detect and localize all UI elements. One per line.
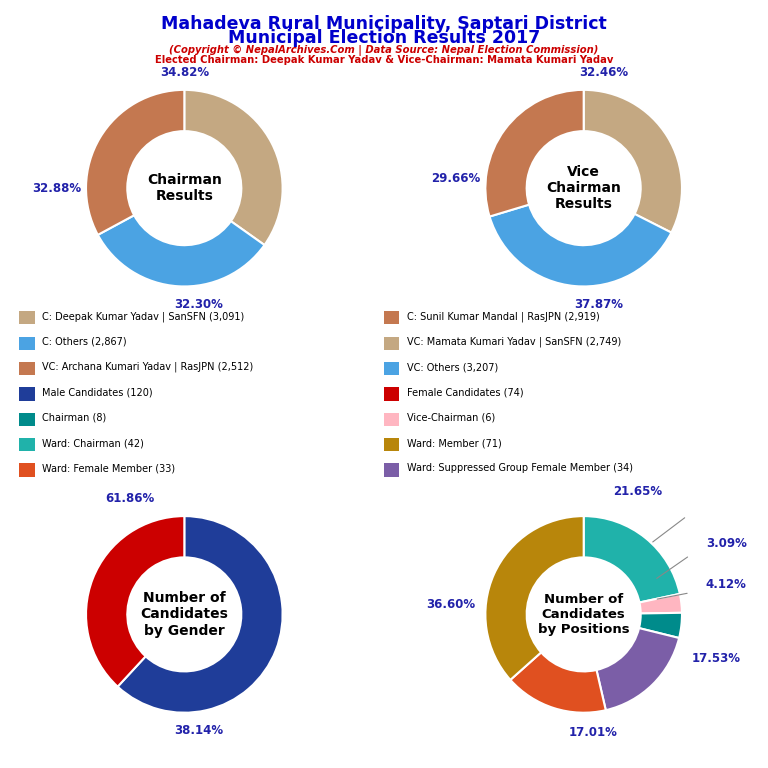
Text: C: Others (2,867): C: Others (2,867)	[42, 336, 127, 347]
Text: Number of
Candidates
by Positions: Number of Candidates by Positions	[538, 593, 630, 636]
Text: Ward: Member (71): Ward: Member (71)	[407, 438, 502, 449]
Text: Chairman
Results: Chairman Results	[147, 173, 222, 204]
Text: Chairman (8): Chairman (8)	[42, 412, 107, 423]
Text: 37.87%: 37.87%	[574, 298, 623, 311]
Text: Municipal Election Results 2017: Municipal Election Results 2017	[228, 29, 540, 47]
Wedge shape	[639, 613, 682, 638]
Wedge shape	[86, 90, 184, 235]
Text: 34.82%: 34.82%	[160, 65, 209, 78]
Text: 29.66%: 29.66%	[432, 172, 481, 185]
Wedge shape	[584, 90, 682, 233]
Text: Vice
Chairman
Results: Vice Chairman Results	[546, 165, 621, 211]
Text: Number of
Candidates
by Gender: Number of Candidates by Gender	[141, 591, 228, 637]
Text: VC: Archana Kumari Yadav | RasJPN (2,512): VC: Archana Kumari Yadav | RasJPN (2,512…	[42, 362, 253, 372]
Text: 32.88%: 32.88%	[32, 182, 81, 194]
Text: 32.46%: 32.46%	[579, 65, 628, 78]
Text: VC: Mamata Kumari Yadav | SanSFN (2,749): VC: Mamata Kumari Yadav | SanSFN (2,749)	[407, 336, 621, 347]
Text: Male Candidates (120): Male Candidates (120)	[42, 387, 153, 398]
Wedge shape	[118, 516, 283, 713]
Text: 17.01%: 17.01%	[569, 726, 618, 739]
Wedge shape	[584, 516, 680, 602]
Wedge shape	[597, 628, 679, 710]
Text: (Copyright © NepalArchives.Com | Data Source: Nepal Election Commission): (Copyright © NepalArchives.Com | Data So…	[169, 45, 599, 55]
Text: Vice-Chairman (6): Vice-Chairman (6)	[407, 412, 495, 423]
Text: Ward: Female Member (33): Ward: Female Member (33)	[42, 463, 175, 474]
Text: Female Candidates (74): Female Candidates (74)	[407, 387, 524, 398]
Text: Ward: Chairman (42): Ward: Chairman (42)	[42, 438, 144, 449]
Text: Elected Chairman: Deepak Kumar Yadav & Vice-Chairman: Mamata Kumari Yadav: Elected Chairman: Deepak Kumar Yadav & V…	[155, 55, 613, 65]
Text: C: Sunil Kumar Mandal | RasJPN (2,919): C: Sunil Kumar Mandal | RasJPN (2,919)	[407, 311, 600, 322]
Text: 32.30%: 32.30%	[174, 298, 223, 311]
Wedge shape	[489, 204, 671, 286]
Text: 17.53%: 17.53%	[692, 652, 741, 665]
Text: C: Deepak Kumar Yadav | SanSFN (3,091): C: Deepak Kumar Yadav | SanSFN (3,091)	[42, 311, 244, 322]
Text: 38.14%: 38.14%	[174, 724, 223, 737]
Text: 21.65%: 21.65%	[613, 485, 662, 498]
Wedge shape	[640, 594, 682, 614]
Text: 61.86%: 61.86%	[106, 492, 155, 505]
Wedge shape	[485, 90, 584, 217]
Text: VC: Others (3,207): VC: Others (3,207)	[407, 362, 498, 372]
Text: 4.12%: 4.12%	[706, 578, 746, 591]
Text: Mahadeva Rural Municipality, Saptari District: Mahadeva Rural Municipality, Saptari Dis…	[161, 15, 607, 33]
Wedge shape	[184, 90, 283, 245]
Text: 36.60%: 36.60%	[426, 598, 475, 611]
Wedge shape	[86, 516, 184, 687]
Wedge shape	[98, 215, 264, 286]
Text: 3.09%: 3.09%	[706, 537, 746, 550]
Wedge shape	[511, 652, 606, 713]
Text: Ward: Suppressed Group Female Member (34): Ward: Suppressed Group Female Member (34…	[407, 463, 633, 474]
Wedge shape	[485, 516, 584, 680]
